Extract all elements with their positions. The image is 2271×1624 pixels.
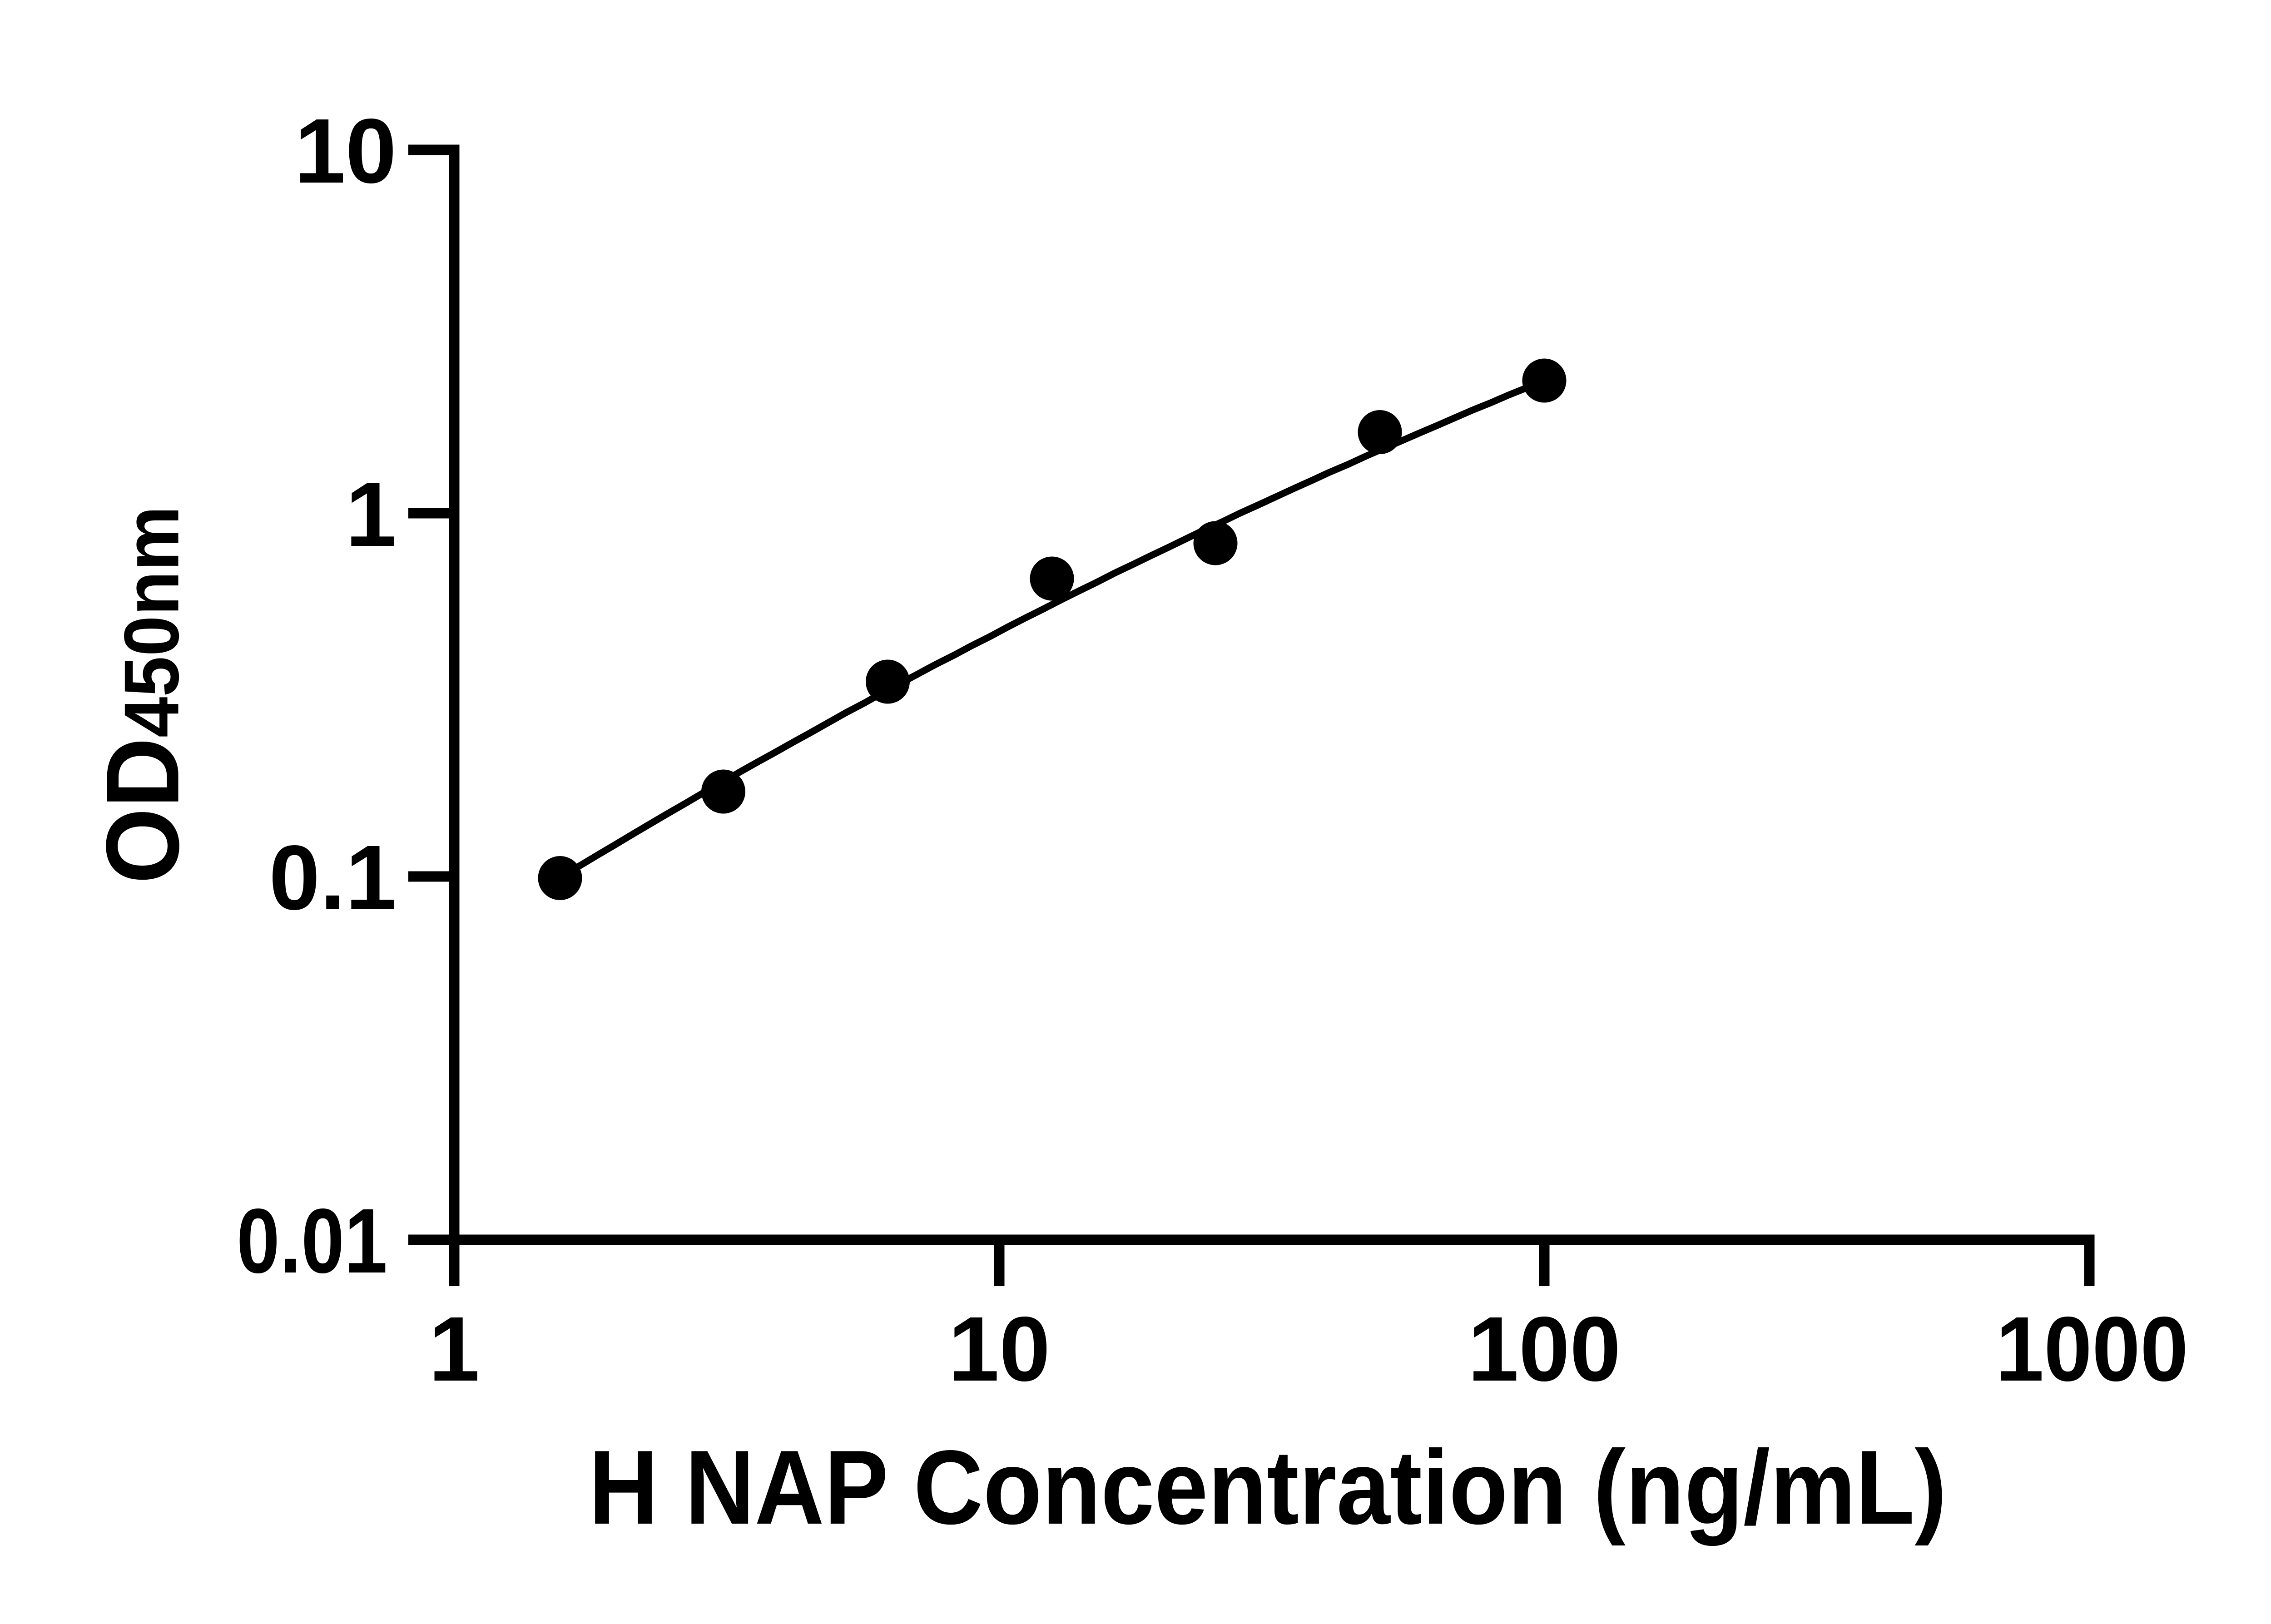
svg-text:100: 100 [1468,1297,1621,1400]
svg-text:1000: 1000 [1996,1297,2188,1400]
svg-text:10: 10 [294,99,397,202]
svg-text:0.1: 0.1 [269,826,397,929]
svg-text:H NAP Concentration (ng/mL): H NAP Concentration (ng/mL) [589,1429,1947,1546]
svg-text:1: 1 [429,1297,480,1400]
svg-text:0.01: 0.01 [237,1189,387,1292]
svg-text:1: 1 [346,463,397,565]
svg-text:10: 10 [948,1297,1051,1400]
